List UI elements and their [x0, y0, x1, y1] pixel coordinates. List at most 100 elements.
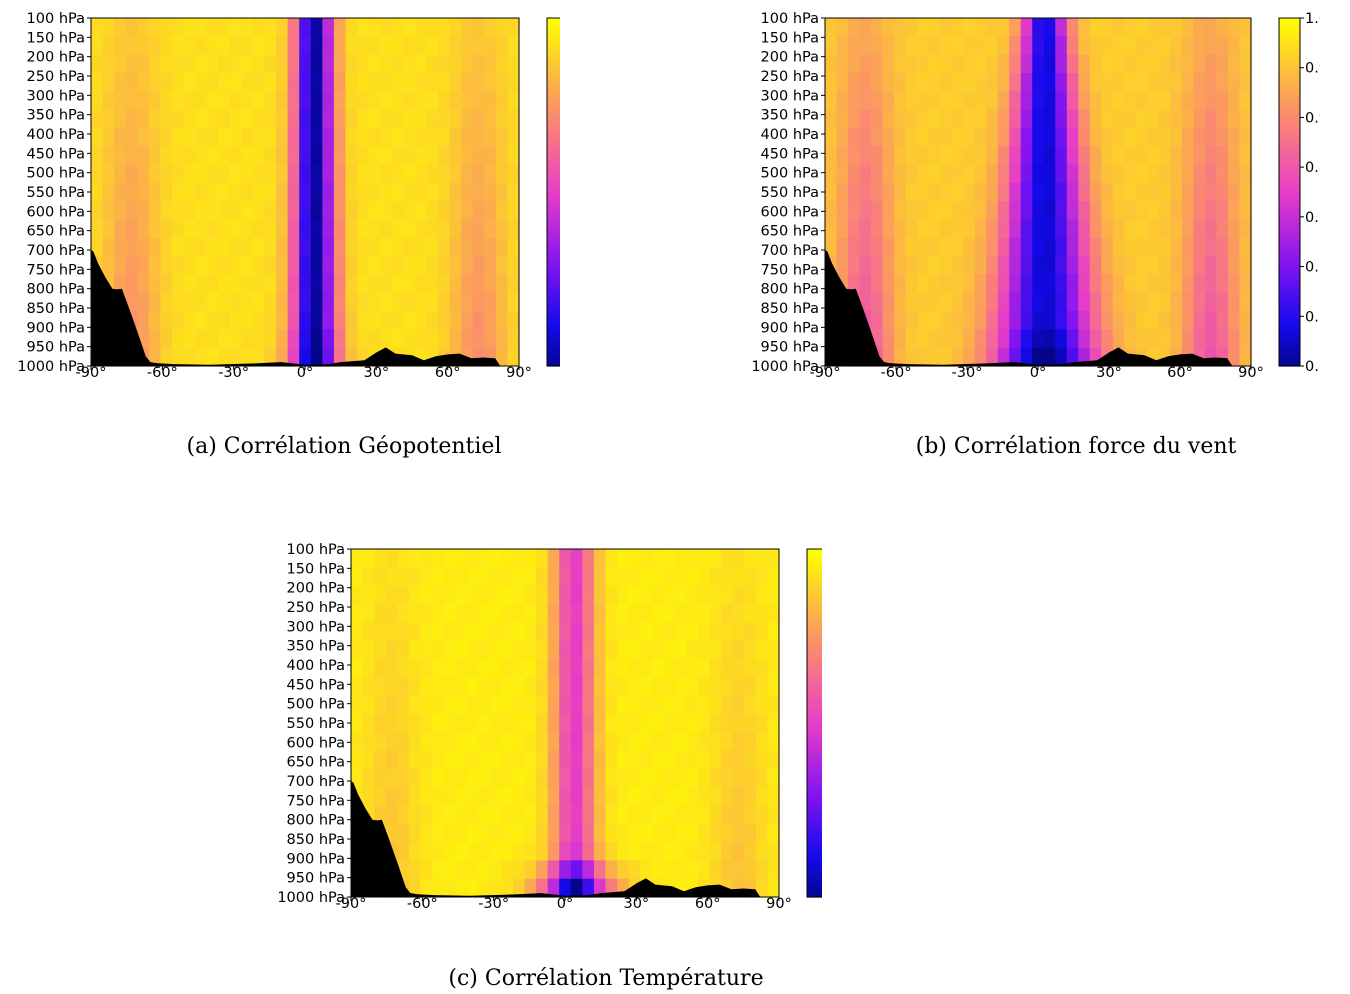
- heatmap-cell: [1043, 201, 1056, 221]
- heatmap-cell: [928, 72, 941, 92]
- heatmap-cell: [686, 567, 699, 587]
- colorbar-segment: [1279, 287, 1300, 293]
- heatmap-cell: [917, 109, 930, 129]
- heatmap-cell: [698, 842, 711, 861]
- heatmap-cell: [137, 18, 150, 37]
- colorbar-segment: [807, 888, 828, 894]
- heatmap-cell: [1147, 182, 1160, 202]
- colorbar-segment: [807, 875, 828, 881]
- heatmap-cell: [1239, 54, 1252, 74]
- heatmap-cell: [91, 219, 104, 239]
- heatmap-cell: [102, 18, 115, 37]
- colorbar-segment: [1279, 44, 1300, 50]
- heatmap-cell: [171, 182, 185, 202]
- heatmap-cell: [755, 677, 769, 697]
- y-tick-label: 400 hPa: [761, 127, 819, 143]
- heatmap-cell: [1009, 256, 1022, 276]
- heatmap-cell: [91, 54, 104, 74]
- heatmap-cell: [1066, 164, 1079, 184]
- heatmap-cell: [825, 72, 838, 92]
- heatmap-cell: [322, 311, 335, 330]
- colorbar-segment: [547, 148, 568, 154]
- heatmap-cell: [986, 256, 999, 276]
- heatmap-cell: [1009, 201, 1022, 221]
- heatmap-cell: [825, 36, 838, 56]
- heatmap-cell: [905, 219, 918, 239]
- heatmap-cell: [449, 146, 462, 166]
- heatmap-cell: [183, 164, 196, 184]
- heatmap-cell: [651, 603, 664, 623]
- heatmap-cell: [426, 18, 439, 37]
- heatmap-cell: [171, 237, 185, 257]
- heatmap-cell: [1216, 237, 1229, 257]
- heatmap-cell: [997, 292, 1010, 312]
- heatmap-cell: [431, 695, 445, 715]
- colorbar-segment: [547, 257, 568, 263]
- heatmap-cell: [524, 768, 537, 788]
- heatmap-cell: [928, 127, 941, 147]
- heatmap-cell: [512, 732, 526, 752]
- heatmap-cell: [1147, 164, 1160, 184]
- heatmap-cell: [524, 805, 537, 825]
- heatmap-cell: [686, 842, 699, 861]
- heatmap-cell: [495, 274, 509, 294]
- heatmap-cell: [871, 311, 884, 330]
- heatmap-cell: [137, 292, 150, 312]
- heatmap-cell: [466, 768, 479, 788]
- colorbar-segment: [547, 305, 568, 311]
- heatmap-cell: [686, 732, 699, 752]
- colorbar-segment: [1279, 300, 1300, 306]
- heatmap-cell: [859, 72, 872, 92]
- heatmap-cell: [195, 311, 208, 330]
- colorbar-segment: [1279, 331, 1300, 337]
- heatmap-cell: [732, 567, 745, 587]
- heatmap-cell: [206, 36, 219, 56]
- heatmap-cell: [1089, 311, 1102, 330]
- colorbar-segment: [1279, 83, 1300, 89]
- heatmap-cell: [1147, 127, 1160, 147]
- heatmap-cell: [997, 201, 1010, 221]
- heatmap-cell: [917, 311, 930, 330]
- heatmap-cell: [160, 109, 173, 129]
- colorbar-segment: [1279, 244, 1300, 250]
- colorbar-segment: [807, 862, 828, 868]
- heatmap-cell: [651, 695, 664, 715]
- heatmap-cell: [1089, 54, 1102, 74]
- heatmap-cell: [385, 823, 398, 843]
- heatmap-cell: [836, 146, 849, 166]
- heatmap-cell: [1032, 256, 1045, 276]
- y-tick-label: 300 hPa: [27, 88, 85, 104]
- heatmap-cell: [1020, 347, 1033, 367]
- heatmap-cell: [345, 72, 358, 92]
- heatmap-cell: [894, 109, 907, 129]
- heatmap-cell: [1204, 329, 1218, 349]
- heatmap-cell: [1158, 164, 1171, 184]
- heatmap-cell: [148, 18, 162, 37]
- heatmap-cell: [1216, 36, 1229, 56]
- heatmap-cell: [1147, 36, 1160, 56]
- heatmap-cell: [397, 567, 410, 587]
- heatmap-cell: [559, 713, 572, 733]
- heatmap-cell: [408, 677, 422, 697]
- heatmap-cell: [1193, 164, 1206, 184]
- heatmap-cell: [859, 54, 872, 74]
- heatmap-cell: [617, 695, 630, 715]
- heatmap-cell: [426, 256, 439, 276]
- heatmap-cell: [472, 182, 485, 202]
- heatmap-cell: [345, 329, 358, 349]
- heatmap-cell: [322, 36, 335, 56]
- heatmap-cell: [1227, 91, 1241, 111]
- heatmap-cell: [102, 91, 115, 111]
- heatmap-cell: [183, 182, 196, 202]
- heatmap-cell: [547, 878, 560, 898]
- heatmap-cell: [1204, 127, 1218, 147]
- heatmap-cell: [593, 677, 607, 697]
- heatmap-cell: [698, 695, 711, 715]
- colorbar-segment: [1279, 292, 1300, 297]
- heatmap-cell: [1112, 91, 1125, 111]
- heatmap-cell: [501, 878, 514, 898]
- heatmap-cell: [640, 658, 653, 678]
- heatmap-cell: [171, 18, 185, 37]
- heatmap-cell: [1078, 329, 1091, 349]
- heatmap-cell: [1089, 146, 1102, 166]
